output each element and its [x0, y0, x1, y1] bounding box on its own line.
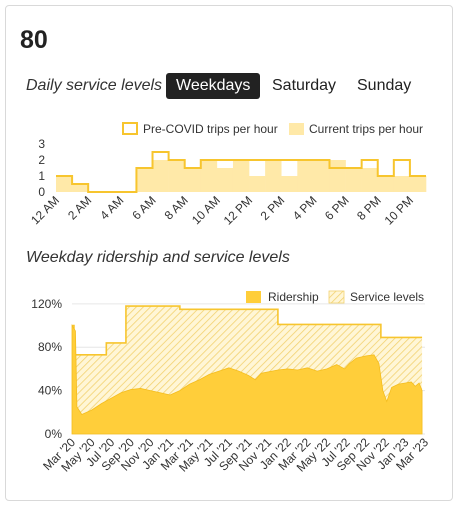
x-tick-label: 12 AM: [28, 193, 62, 227]
tab-saturday[interactable]: Saturday: [272, 77, 337, 94]
legend-label-pre-covid: Pre-COVID trips per hour: [143, 122, 278, 136]
legend-label-current: Current trips per hour: [309, 122, 423, 136]
current-trips-bar-7: [168, 160, 185, 192]
service-section-title: Daily service levels: [26, 77, 163, 94]
ridership-area: [71, 324, 423, 435]
y-tick-label: 120%: [31, 297, 62, 311]
x-tick-label: 4 AM: [97, 193, 126, 222]
tab-weekdays[interactable]: Weekdays: [166, 73, 261, 99]
current-trips-bar-8: [184, 168, 202, 192]
y-tick-label: 0%: [45, 427, 63, 441]
pre-covid-trips-line: [56, 151, 426, 193]
current-trips-bar-15: [297, 160, 314, 192]
x-tick-label: 12 PM: [221, 193, 255, 227]
y-tick-label: 80%: [38, 340, 62, 354]
y-tick-label: 0: [38, 185, 45, 199]
legend-label-service-levels: Service levels: [350, 290, 424, 304]
x-tick-label: 2 PM: [258, 193, 288, 223]
current-trips-bar-21: [393, 176, 411, 192]
current-trips-bar-5: [136, 168, 153, 192]
x-tick-label: 2 AM: [65, 193, 94, 222]
current-trips-bar-20: [377, 176, 395, 192]
legend-swatch-service-levels: [328, 290, 345, 304]
x-tick-label: 4 PM: [290, 193, 320, 223]
x-tick-label: 6 PM: [322, 193, 352, 223]
y-tick-label: 2: [38, 153, 45, 167]
ridership-section-title: Weekday ridership and service levels: [26, 249, 290, 266]
current-trips-bar-12: [249, 176, 266, 192]
current-trips-bar-1: [72, 184, 89, 192]
y-tick-label: 1: [38, 169, 45, 183]
legend-swatch-current: [289, 123, 304, 135]
current-trips-bar-14: [281, 176, 298, 192]
x-tick-label: 10 AM: [189, 193, 223, 227]
current-trips-bar-13: [265, 160, 282, 192]
current-trips-bar-19: [361, 168, 379, 192]
current-trips-bar-11: [232, 160, 250, 192]
route-number: 80: [20, 26, 48, 54]
x-tick-label: 8 AM: [162, 193, 191, 222]
legend-swatch-ridership: [246, 291, 261, 303]
current-trips-bar-22: [409, 176, 427, 192]
x-tick-label: 6 AM: [129, 193, 158, 222]
x-tick-label: 8 PM: [354, 193, 384, 223]
current-trips-bar-18: [345, 168, 362, 192]
current-trips-bar-9: [200, 160, 218, 192]
y-tick-label: 40%: [38, 384, 62, 398]
legend-label-ridership: Ridership: [268, 290, 319, 304]
current-trips-bar-16: [313, 160, 330, 192]
service-levels-line: [72, 305, 423, 356]
current-trips-bar-6: [152, 160, 169, 192]
y-tick-label: 3: [38, 137, 45, 151]
current-trips-bar-0: [56, 176, 73, 192]
tab-sunday[interactable]: Sunday: [357, 77, 412, 94]
current-trips-bar-10: [216, 168, 234, 192]
legend-swatch-pre-covid: [122, 122, 138, 135]
current-trips-bar-17: [329, 160, 346, 192]
x-tick-label: 10 PM: [382, 193, 416, 227]
